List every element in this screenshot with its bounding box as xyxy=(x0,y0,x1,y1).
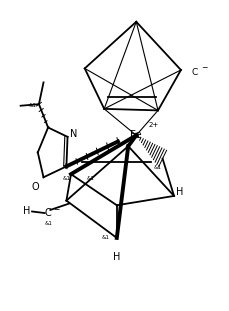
Text: &1: &1 xyxy=(154,165,162,170)
Text: −: − xyxy=(53,206,59,214)
Text: O: O xyxy=(32,182,39,192)
Text: C: C xyxy=(45,208,52,218)
Text: −: − xyxy=(201,63,207,72)
Text: C: C xyxy=(191,68,197,77)
Text: N: N xyxy=(70,129,77,139)
Text: H: H xyxy=(113,252,120,262)
Text: &1: &1 xyxy=(87,176,94,181)
Text: &1: &1 xyxy=(101,235,109,240)
Text: H: H xyxy=(176,187,184,197)
Text: &1: &1 xyxy=(63,176,70,181)
Text: &1: &1 xyxy=(44,221,52,226)
Text: Fe: Fe xyxy=(131,130,142,140)
Text: &1: &1 xyxy=(29,103,36,108)
Text: H: H xyxy=(23,207,30,216)
Text: 2+: 2+ xyxy=(149,122,159,128)
